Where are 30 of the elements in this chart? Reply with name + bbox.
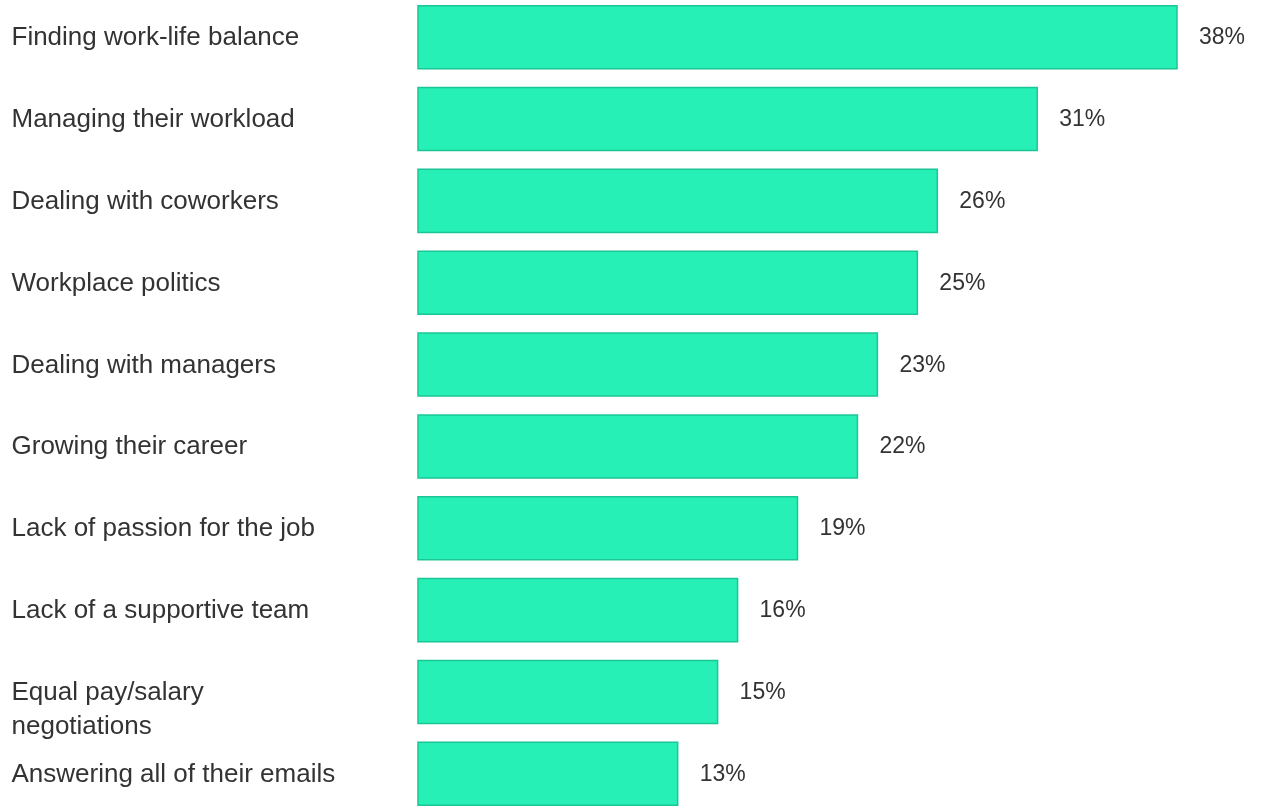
data-label: 38% xyxy=(1199,23,1246,50)
y-tick-label: Workplace politics xyxy=(11,266,221,297)
y-tick-label: Dealing with managers xyxy=(11,348,276,379)
bar xyxy=(417,496,799,561)
data-label: 25% xyxy=(939,268,986,295)
bar xyxy=(417,741,679,807)
bar xyxy=(417,86,1038,152)
y-tick-label: Equal pay/salary negotiations xyxy=(11,675,204,740)
data-label: 31% xyxy=(1059,105,1106,132)
bar xyxy=(417,4,1178,70)
y-tick-label: Dealing with coworkers xyxy=(11,184,279,215)
bar xyxy=(417,577,739,643)
data-label: 15% xyxy=(739,677,786,704)
y-tick-label: Lack of a supportive team xyxy=(11,594,310,625)
bar xyxy=(417,659,719,725)
data-label: 22% xyxy=(879,432,926,459)
bar xyxy=(417,168,939,234)
y-tick-label: Answering all of their emails xyxy=(11,757,336,788)
data-label: 23% xyxy=(899,350,946,377)
bar xyxy=(417,250,919,315)
y-tick-label: Lack of passion for the job xyxy=(11,512,316,543)
y-tick-label: Growing their career xyxy=(11,430,248,461)
y-tick-label: Managing their workload xyxy=(11,103,295,134)
data-label: 16% xyxy=(759,596,806,623)
y-tick-label: Finding work-life balance xyxy=(11,21,300,52)
bar xyxy=(417,332,879,397)
data-label: 13% xyxy=(699,759,746,786)
bar xyxy=(417,414,859,479)
data-label: 26% xyxy=(959,186,1006,213)
data-label: 19% xyxy=(819,514,866,541)
